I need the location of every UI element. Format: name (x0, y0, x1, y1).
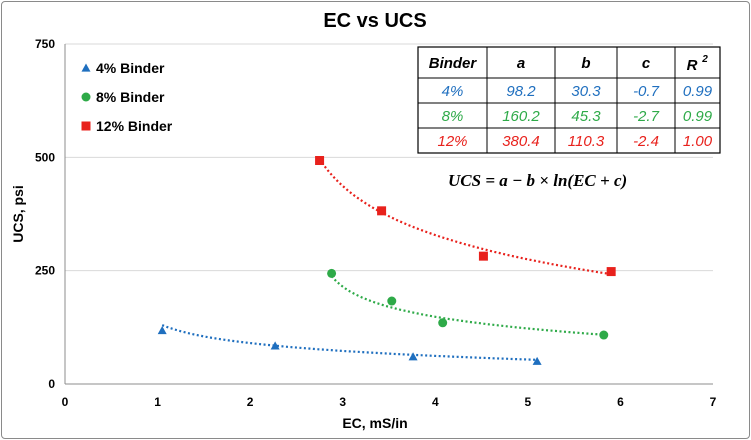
x-tick-label: 3 (339, 395, 346, 409)
table-header: a (517, 55, 525, 72)
y-tick-labels: 0 250 500 750 (35, 37, 55, 391)
parameter-table: Binder a b c R 2 4% 98.2 30.3 -0.7 0.99 8% 160.2 45.3… (417, 46, 721, 154)
legend-marker-square (81, 121, 91, 131)
table-cell: 160.2 (502, 108, 540, 125)
data-point (387, 296, 397, 306)
data-point (327, 268, 337, 278)
x-tick-label: 1 (154, 395, 161, 409)
table-header: Binder (429, 55, 478, 72)
table-cell: 0.99 (683, 83, 713, 100)
table-cell: 380.4 (502, 133, 540, 150)
data-point (157, 326, 167, 335)
data-point (408, 352, 418, 361)
x-tick-labels: 0 1 2 3 4 5 6 7 (62, 395, 717, 409)
legend-label: 8% Binder (96, 89, 165, 105)
trendline (161, 324, 538, 361)
legend-entry-4pct: 4% Binder (81, 60, 165, 76)
table-cell: -2.7 (633, 108, 660, 125)
legend-marker-triangle (81, 63, 91, 72)
x-axis-label: EC, mS/in (342, 415, 407, 431)
legend-label: 4% Binder (96, 60, 165, 76)
table-cell: 45.3 (571, 108, 601, 125)
data-point (438, 318, 448, 328)
table-cell: 12% (437, 133, 467, 150)
table-cell: 1.00 (683, 133, 713, 150)
x-tick-label: 4 (432, 395, 439, 409)
legend-entry-12pct: 12% Binder (81, 118, 173, 134)
x-tick-label: 6 (617, 395, 624, 409)
x-tick-label: 5 (525, 395, 532, 409)
table-header: R (687, 57, 698, 74)
data-point (606, 267, 616, 277)
legend: 4% Binder 8% Binder 12% Binder (81, 60, 173, 134)
data-point (532, 356, 542, 365)
table-border (417, 46, 721, 154)
y-tick-label: 250 (35, 264, 55, 278)
data-points (157, 156, 616, 365)
table-cell: 4% (442, 83, 464, 100)
table-cell: 98.2 (506, 83, 536, 100)
legend-entry-8pct: 8% Binder (81, 89, 165, 105)
legend-label: 12% Binder (96, 118, 173, 134)
x-tick-label: 7 (710, 395, 717, 409)
table-cell: -0.7 (633, 83, 660, 100)
axes (64, 44, 713, 385)
y-tick-label: 0 (48, 377, 55, 391)
data-point (315, 156, 325, 166)
table-header-superscript: 2 (701, 54, 708, 65)
table-cell: 0.99 (683, 108, 713, 125)
x-tick-label: 0 (62, 395, 69, 409)
table-cell: 110.3 (568, 133, 605, 150)
data-point (478, 251, 488, 261)
data-point (270, 341, 280, 350)
data-point (599, 330, 609, 340)
y-axis-label: UCS, psi (10, 185, 26, 243)
table-header: b (581, 55, 590, 72)
trendline (330, 275, 604, 336)
x-tick-label: 2 (247, 395, 254, 409)
table-cell: 30.3 (571, 83, 601, 100)
trendlines (161, 158, 612, 361)
table-header: c (642, 55, 651, 72)
gridlines (65, 43, 713, 272)
legend-marker-circle (81, 92, 91, 102)
chart-title: EC vs UCS (323, 10, 426, 32)
trendline (318, 158, 612, 276)
table-cell: -2.4 (633, 133, 659, 150)
y-tick-label: 750 (35, 37, 55, 51)
data-point (377, 206, 387, 216)
fit-equation: UCS = a − b × ln(EC + c) (448, 171, 627, 190)
y-tick-label: 500 (35, 150, 55, 164)
table-cell: 8% (442, 108, 464, 125)
